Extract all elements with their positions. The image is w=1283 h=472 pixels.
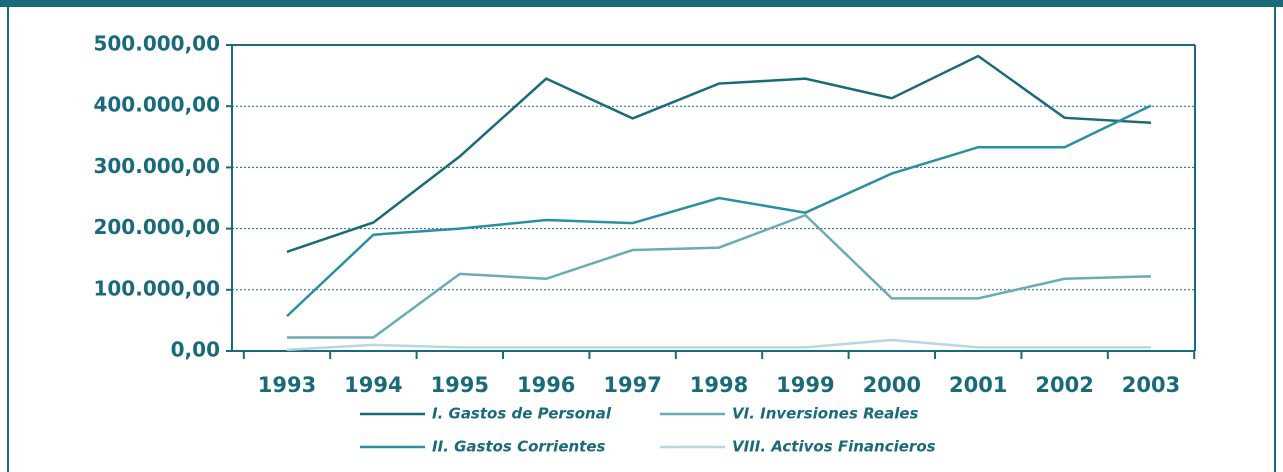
series-line <box>287 213 1152 339</box>
x-tick-label: 2003 <box>1122 373 1180 397</box>
y-tick-label: 0,00 <box>171 338 220 362</box>
y-tick-label: 500.000,00 <box>93 32 220 56</box>
x-tick-label: 1997 <box>603 373 661 397</box>
x-tick-label: 1993 <box>258 373 316 397</box>
x-tick-label: 1998 <box>690 373 748 397</box>
series-line <box>286 338 1151 352</box>
x-tick-label: 1994 <box>344 373 402 397</box>
x-tick-label: 1995 <box>431 373 489 397</box>
x-tick-label: 1999 <box>776 373 834 397</box>
y-tick-label: 200.000,00 <box>93 215 220 239</box>
x-tick-label: 1996 <box>517 373 575 397</box>
legend-label: VI. Inversiones Reales <box>732 405 919 423</box>
top-bar <box>0 0 1283 7</box>
legend-label: I. Gastos de Personal <box>432 405 612 423</box>
x-tick-label: 2002 <box>1035 373 1093 397</box>
legend-label: VIII. Activos Financieros <box>732 438 936 456</box>
x-tick-label: 2000 <box>863 373 921 397</box>
x-tick-label: 2001 <box>949 373 1007 397</box>
legend-label: II. Gastos Corrientes <box>432 438 606 456</box>
series-line <box>286 54 1152 254</box>
y-tick-label: 300.000,00 <box>93 154 220 178</box>
series-line <box>286 104 1152 318</box>
y-tick-label: 400.000,00 <box>93 93 220 117</box>
y-tick-label: 100.000,00 <box>93 276 220 300</box>
